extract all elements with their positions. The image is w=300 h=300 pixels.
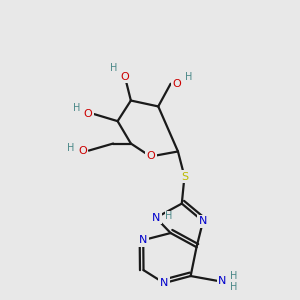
Text: O: O (172, 79, 181, 89)
Text: N: N (152, 213, 160, 223)
Text: H: H (230, 282, 237, 292)
Text: N: N (218, 276, 227, 286)
Text: O: O (121, 72, 129, 82)
Text: O: O (79, 146, 87, 156)
Text: O: O (146, 152, 155, 161)
Text: H: H (67, 143, 74, 153)
Text: H: H (184, 72, 192, 82)
Text: O: O (84, 109, 93, 119)
Text: H: H (166, 211, 173, 221)
Text: H: H (230, 271, 237, 281)
Text: S: S (181, 172, 188, 182)
Text: N: N (199, 216, 207, 226)
Text: N: N (139, 235, 147, 245)
Text: H: H (110, 63, 118, 73)
Text: H: H (73, 103, 81, 112)
Text: N: N (160, 278, 168, 288)
